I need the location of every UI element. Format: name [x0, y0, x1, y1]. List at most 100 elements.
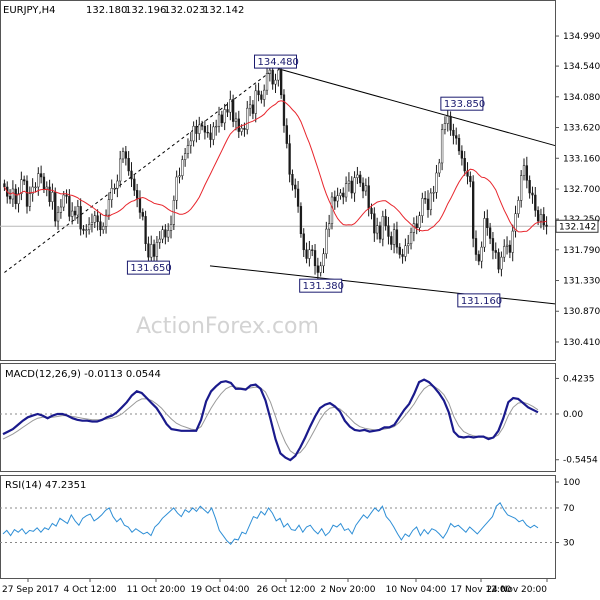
candle-body — [511, 230, 514, 253]
rsi-tick-label: 100 — [563, 478, 580, 488]
candle-body — [316, 265, 320, 273]
candle-body — [8, 196, 12, 200]
current-price-box — [555, 219, 599, 233]
price-tick-label: 133.160 — [563, 154, 600, 164]
candle-body — [178, 175, 181, 178]
candle-body — [37, 173, 40, 188]
candle-body — [426, 198, 430, 210]
candle-body — [234, 118, 238, 122]
candle-body — [505, 244, 509, 247]
price-annotation-label: 131.380 — [303, 281, 344, 292]
candle-body — [305, 249, 308, 259]
x-tick-label: 11 Oct 20:00 — [127, 585, 186, 595]
candle-body — [212, 126, 215, 140]
candle-body — [240, 127, 243, 132]
candle-body — [279, 69, 283, 96]
candle-body — [186, 145, 190, 154]
candle-body — [25, 180, 29, 207]
candle-body — [299, 206, 303, 235]
candle-body — [181, 159, 184, 176]
candle-body — [418, 215, 421, 228]
candle-body — [260, 94, 263, 100]
candle-body — [113, 188, 116, 190]
candle-body — [350, 180, 353, 194]
candle-body — [23, 179, 26, 182]
current-price-label: 132.142 — [559, 222, 596, 232]
candle-body — [150, 244, 153, 258]
moving-average-line — [3, 100, 547, 233]
candle-body — [87, 224, 91, 230]
candle-body — [268, 69, 272, 74]
candle-body — [469, 176, 472, 182]
candle-body — [528, 180, 531, 194]
candle-body — [325, 228, 328, 255]
candle-body — [116, 180, 119, 189]
candle-body — [107, 199, 111, 216]
candle-body — [503, 246, 506, 258]
candle-body — [175, 176, 178, 201]
candle-body — [488, 227, 492, 239]
candle-body — [11, 188, 15, 200]
candle-body — [534, 194, 537, 211]
x-tick-label: 26 Oct 12:00 — [257, 585, 316, 595]
candle-body — [167, 230, 170, 238]
candle-body — [71, 210, 74, 217]
lower-channel-line — [209, 265, 556, 305]
candle-body — [415, 223, 418, 228]
candle-body — [82, 228, 85, 231]
candle-body — [127, 158, 130, 172]
candle-body — [282, 94, 286, 126]
candle-body — [508, 244, 512, 253]
candle-body — [237, 118, 240, 132]
candle-body — [407, 243, 410, 247]
candle-body — [133, 178, 136, 191]
price-tick-label: 131.790 — [563, 246, 600, 256]
price-header: EURJPY,H4 132.180 132.196 132.023 132.14… — [3, 5, 244, 16]
candle-body — [79, 206, 82, 230]
candle-body — [135, 190, 139, 199]
macd-tick-label: -0.5454 — [563, 456, 598, 466]
candle-body — [20, 179, 23, 194]
candle-body — [39, 173, 43, 178]
candle-body — [500, 256, 503, 270]
candle-body — [110, 188, 113, 200]
candle-body — [62, 194, 65, 208]
candle-body — [302, 233, 305, 251]
price-annotation-box — [254, 54, 297, 69]
price-annotation-box — [126, 260, 170, 275]
candle-body — [220, 114, 223, 124]
candle-body — [231, 99, 235, 122]
candle-body — [486, 218, 489, 228]
candle-body — [328, 223, 331, 230]
candle-body — [93, 215, 96, 223]
candle-body — [85, 229, 88, 231]
candle-body — [198, 124, 201, 134]
candle-body — [31, 186, 34, 194]
candle-body — [449, 115, 452, 131]
price-tick-label: 132.700 — [563, 185, 600, 195]
candle-body — [17, 193, 20, 204]
candle-body — [257, 90, 260, 96]
candle-body — [520, 175, 523, 201]
candle-body — [497, 252, 500, 270]
candle-body — [34, 186, 37, 189]
candle-body — [367, 185, 370, 209]
candle-body — [169, 224, 173, 231]
watermark: ActionForex.com — [136, 314, 319, 339]
candle-body — [189, 140, 192, 146]
rsi-layer — [0, 502, 555, 546]
candle-body — [333, 196, 336, 202]
candle-body — [342, 192, 345, 198]
candle-body — [373, 213, 376, 234]
candle-body — [195, 125, 198, 134]
candle-body — [254, 90, 257, 114]
candle-body — [392, 229, 396, 245]
candle-body — [398, 246, 401, 255]
candle-body — [378, 225, 382, 240]
rsi-title: RSI(14) 47.2351 — [5, 480, 86, 491]
candle-body — [161, 229, 164, 240]
candle-body — [147, 243, 150, 258]
candle-body — [200, 124, 204, 127]
candle-body — [45, 186, 48, 190]
